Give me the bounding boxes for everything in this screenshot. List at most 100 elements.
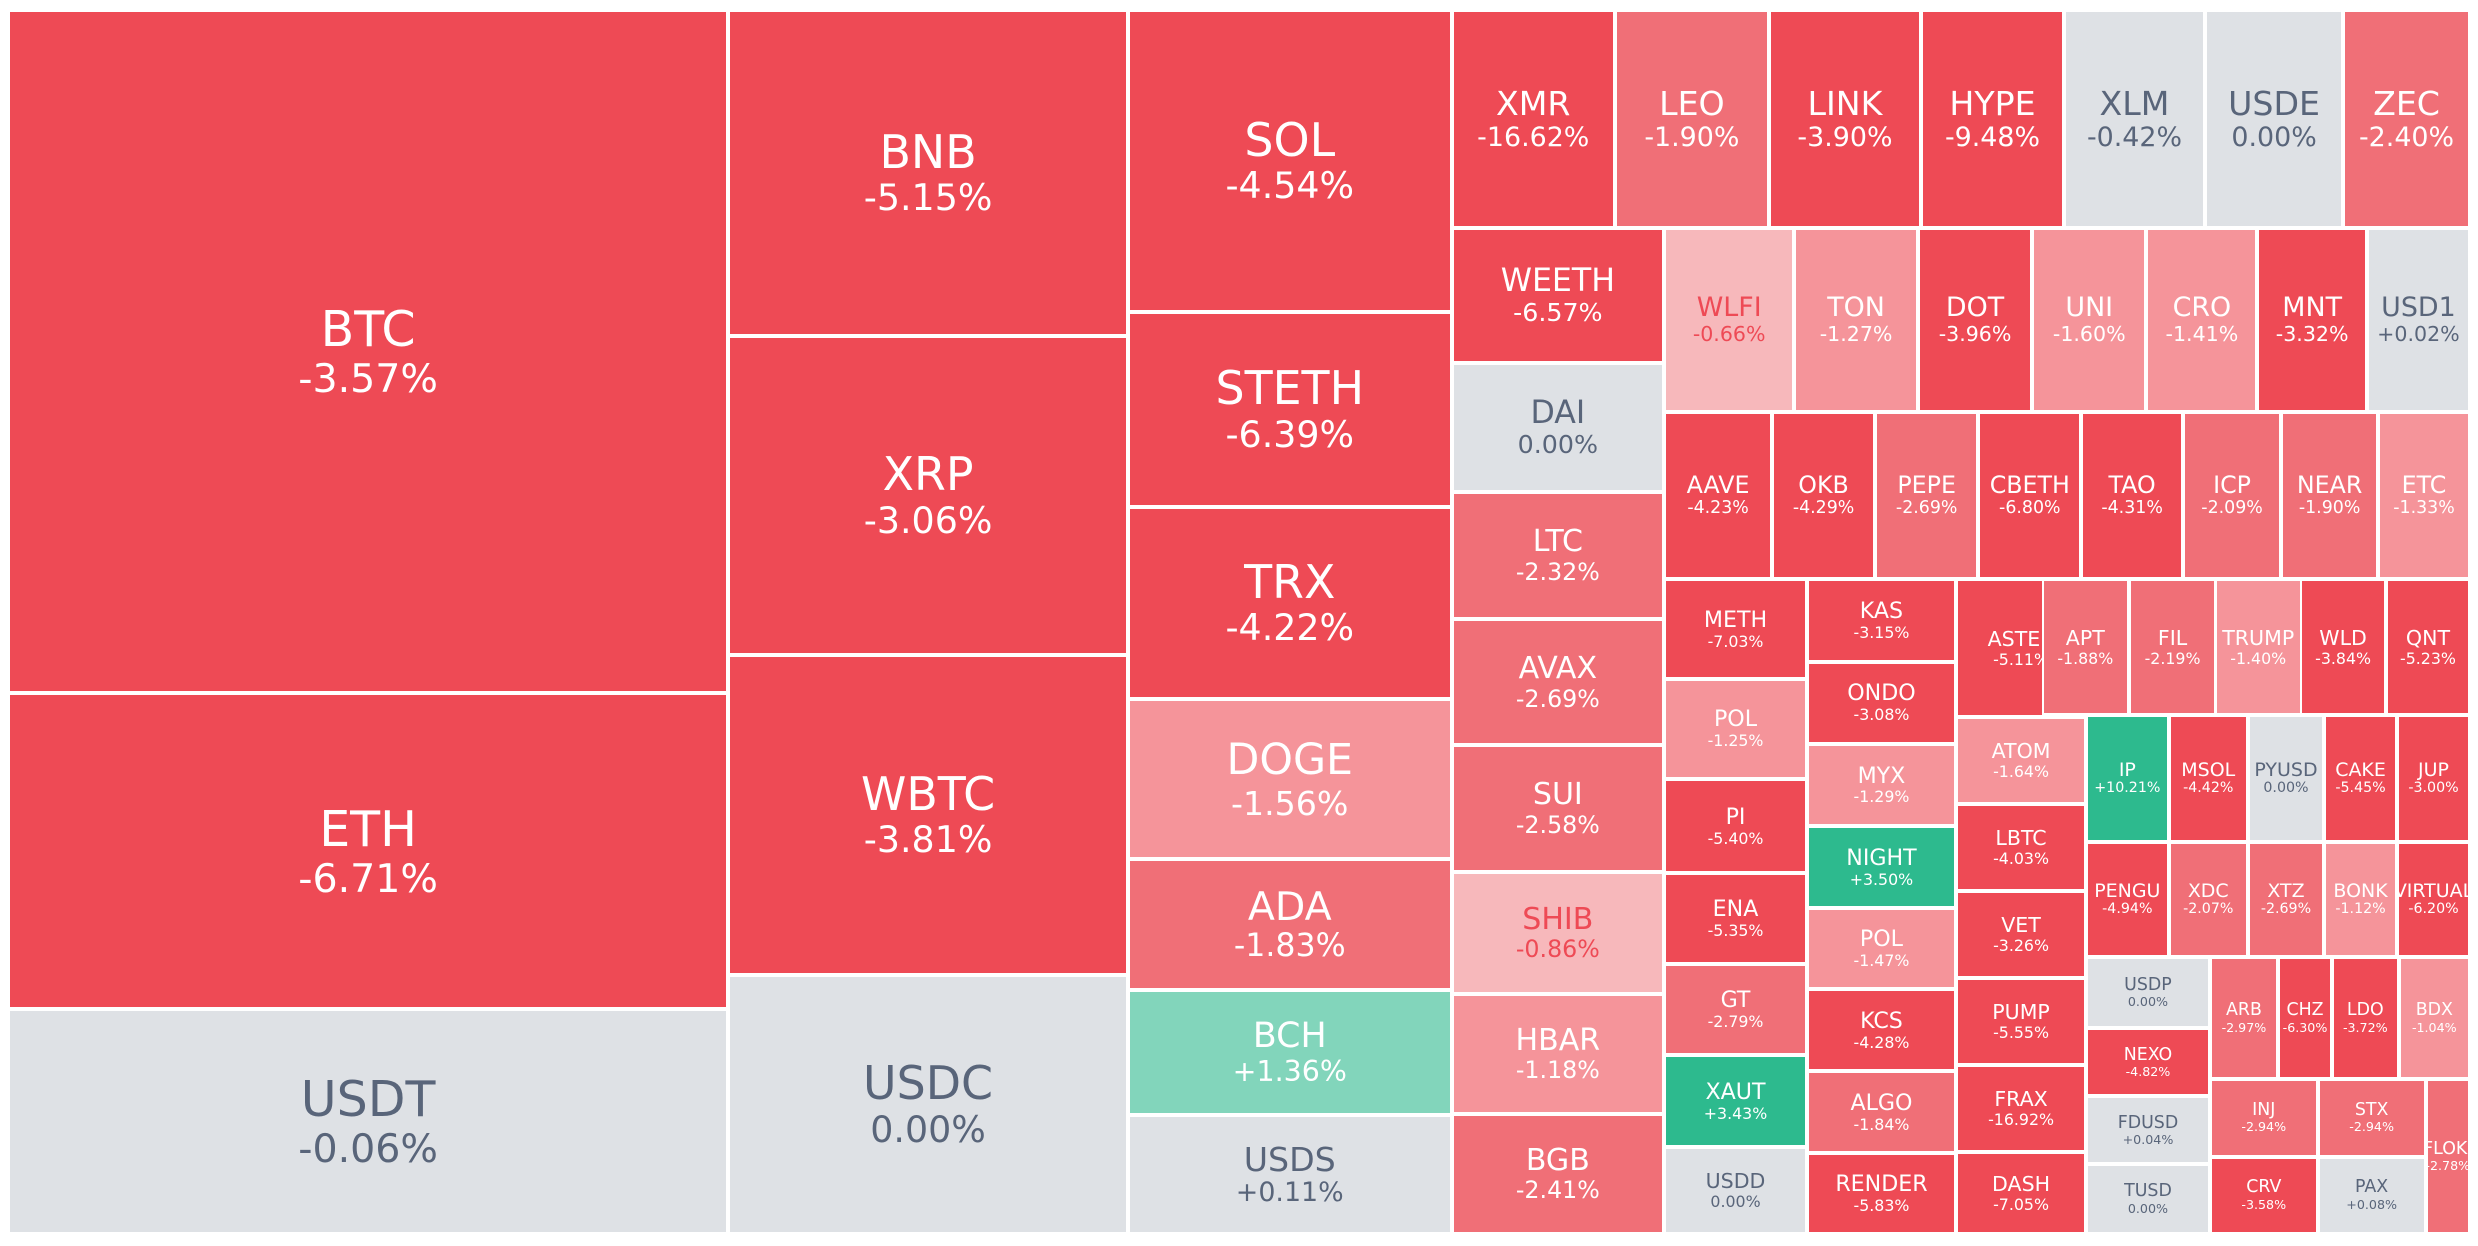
tile-aave[interactable]: AAVE -4.23% [1664,411,1772,580]
tile-kcs[interactable]: KCS -4.28% [1806,988,1957,1072]
tile-arb[interactable]: ARB -2.97% [2209,957,2279,1080]
tile-change: -2.79% [1707,1011,1764,1031]
tile-hbar[interactable]: HBAR -1.18% [1451,993,1665,1114]
tile-wbtc[interactable]: WBTC -3.81% [728,655,1128,975]
tile-wld[interactable]: WLD -3.84% [2300,579,2386,716]
tile-symbol: TRUMP [2222,625,2295,650]
tile-change: -1.29% [1853,787,1910,807]
tile-ton[interactable]: TON -1.27% [1794,228,1918,412]
tile-zec[interactable]: ZEC -2.40% [2343,10,2470,229]
tile-fdusd[interactable]: FDUSD +0.04% [2086,1096,2210,1165]
tile-dash[interactable]: DASH -7.05% [1956,1151,2087,1234]
tile-ena[interactable]: ENA -5.35% [1664,873,1807,964]
tile-usdp[interactable]: USDP 0.00% [2086,957,2210,1029]
tile-pyusd[interactable]: PYUSD 0.00% [2247,715,2325,842]
tile-change: -3.84% [2315,648,2372,668]
tile-pepe[interactable]: PEPE -2.69% [1875,411,1979,580]
tile-cbeth[interactable]: CBETH -6.80% [1978,411,2082,580]
tile-tao[interactable]: TAO -4.31% [2081,411,2183,580]
tile-wlfi[interactable]: WLFI -0.66% [1664,228,1795,412]
tile-bch[interactable]: BCH +1.36% [1127,990,1452,1116]
tile-eth[interactable]: ETH -6.71% [8,693,729,1010]
tile-qnt[interactable]: QNT -5.23% [2385,579,2470,716]
tile-virtual[interactable]: VIRTUAL -6.20% [2397,841,2470,958]
tile-uni[interactable]: UNI -1.60% [2032,228,2147,412]
tile-vet[interactable]: VET -3.26% [1956,890,2087,978]
tile-trump[interactable]: TRUMP -1.40% [2214,579,2302,716]
tile-dot[interactable]: DOT -3.96% [1917,228,2033,412]
tile-usdt[interactable]: USDT -0.06% [8,1009,729,1234]
tile-myx[interactable]: MYX -1.29% [1806,743,1957,826]
tile-atom[interactable]: ATOM -1.64% [1956,716,2087,804]
tile-symbol: ENA [1712,896,1759,923]
tile-usds[interactable]: USDS +0.11% [1127,1115,1452,1234]
tile-pol[interactable]: POL -1.25% [1664,678,1807,779]
tile-algo[interactable]: ALGO -1.84% [1806,1071,1957,1154]
tile-xrp[interactable]: XRP -3.06% [728,335,1128,656]
tile-bgb[interactable]: BGB -2.41% [1451,1113,1665,1234]
tile-usd1[interactable]: USD1 +0.02% [2366,228,2470,412]
tile-lbtc[interactable]: LBTC -4.03% [1956,803,2087,891]
tile-apt[interactable]: APT -1.88% [2041,579,2129,716]
tile-leo[interactable]: LEO -1.90% [1614,10,1769,229]
tile-link[interactable]: LINK -3.90% [1768,10,1922,229]
tile-pol[interactable]: POL -1.47% [1806,908,1957,989]
tile-chz[interactable]: CHZ -6.30% [2278,957,2332,1080]
tile-fil[interactable]: FIL -2.19% [2128,579,2217,716]
tile-dai[interactable]: DAI 0.00% [1451,362,1665,493]
tile-cro[interactable]: CRO -1.41% [2146,228,2258,412]
tile-ip[interactable]: IP +10.21% [2086,715,2169,842]
tile-bonk[interactable]: BONK -1.12% [2324,841,2398,958]
tile-xlm[interactable]: XLM -0.42% [2063,10,2206,229]
tile-xaut[interactable]: XAUT +3.43% [1664,1055,1807,1148]
tile-shib[interactable]: SHIB -0.86% [1451,871,1665,994]
tile-usdc[interactable]: USDC 0.00% [728,974,1128,1234]
tile-xmr[interactable]: XMR -16.62% [1451,10,1615,229]
tile-okb[interactable]: OKB -4.29% [1772,411,1876,580]
tile-inj[interactable]: INJ -2.94% [2209,1079,2318,1157]
tile-pax[interactable]: PAX +0.08% [2317,1156,2426,1234]
tile-usde[interactable]: USDE 0.00% [2205,10,2344,229]
tile-stx[interactable]: STX -2.94% [2317,1079,2426,1157]
tile-xtz[interactable]: XTZ -2.69% [2247,841,2325,958]
tile-pengu[interactable]: PENGU -4.94% [2086,841,2169,958]
tile-steth[interactable]: STETH -6.39% [1127,312,1452,507]
tile-nexo[interactable]: NEXO -4.82% [2086,1028,2210,1097]
tile-floki[interactable]: FLOKI -2.78% [2425,1079,2470,1234]
tile-ltc[interactable]: LTC -2.32% [1451,492,1665,619]
tile-change: -5.23% [2400,648,2456,668]
tile-ldo[interactable]: LDO -3.72% [2331,957,2399,1080]
tile-kas[interactable]: KAS -3.15% [1806,579,1957,662]
tile-doge[interactable]: DOGE -1.56% [1127,699,1452,860]
tile-night[interactable]: NIGHT +3.50% [1806,826,1957,909]
tile-jup[interactable]: JUP -3.00% [2397,715,2470,842]
tile-bnb[interactable]: BNB -5.15% [728,10,1128,336]
tile-ondo[interactable]: ONDO -3.08% [1806,661,1957,744]
tile-etc[interactable]: ETC -1.33% [2377,411,2470,580]
tile-weeth[interactable]: WEETH -6.57% [1451,228,1665,363]
tile-frax[interactable]: FRAX -16.92% [1956,1064,2087,1152]
tile-change: -2.09% [2201,498,2263,519]
tile-bdx[interactable]: BDX -1.04% [2398,957,2470,1080]
tile-avax[interactable]: AVAX -2.69% [1451,618,1665,746]
tile-crv[interactable]: CRV -3.58% [2209,1156,2318,1234]
tile-trx[interactable]: TRX -4.22% [1127,506,1452,700]
tile-near[interactable]: NEAR -1.90% [2281,411,2378,580]
tile-pi[interactable]: PI -5.40% [1664,778,1807,874]
tile-tusd[interactable]: TUSD 0.00% [2086,1164,2210,1234]
tile-msol[interactable]: MSOL -4.42% [2168,715,2248,842]
tile-xdc[interactable]: XDC -2.07% [2168,841,2248,958]
tile-icp[interactable]: ICP -2.09% [2182,411,2282,580]
tile-cake[interactable]: CAKE -5.45% [2324,715,2398,842]
tile-ada[interactable]: ADA -1.83% [1127,859,1452,991]
tile-sol[interactable]: SOL -4.54% [1127,10,1452,313]
tile-sui[interactable]: SUI -2.58% [1451,745,1665,872]
tile-render[interactable]: RENDER -5.83% [1806,1153,1957,1234]
tile-gt[interactable]: GT -2.79% [1664,963,1807,1056]
tile-mnt[interactable]: MNT -3.32% [2257,228,2367,412]
tile-meth[interactable]: METH -7.03% [1664,579,1807,679]
tile-pump[interactable]: PUMP -5.55% [1956,977,2087,1065]
tile-hype[interactable]: HYPE -9.48% [1921,10,2064,229]
tile-btc[interactable]: BTC -3.57% [8,10,729,694]
tile-usdd[interactable]: USDD 0.00% [1664,1147,1807,1234]
